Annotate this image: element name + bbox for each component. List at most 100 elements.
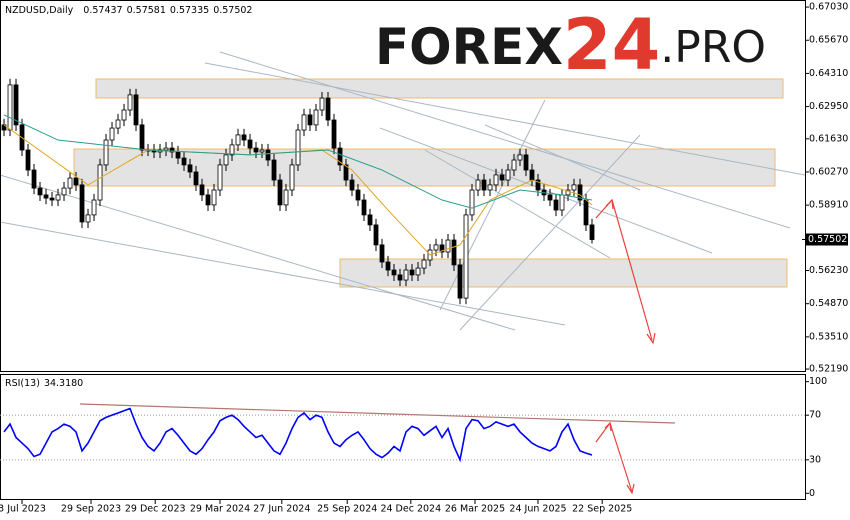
candle-body: [301, 114, 307, 131]
y-tick-label: 0.58910: [809, 200, 848, 211]
open: 0.57437: [83, 5, 122, 16]
candle-body: [505, 169, 511, 181]
x-tick-label: 3 Jul 2023: [0, 504, 46, 515]
candle-body: [247, 139, 253, 149]
candle-body: [433, 244, 439, 251]
channel-line: [439, 99, 546, 311]
rsi-tick-label: 100: [809, 376, 827, 387]
candle-body: [421, 259, 427, 269]
logo: FOREX24.PRO: [375, 4, 766, 86]
moving-average: [3, 114, 593, 209]
candle-body: [103, 139, 109, 166]
symbol-name: NZDUSD,Daily: [5, 5, 74, 16]
candle-body: [397, 274, 403, 281]
candle-body: [373, 224, 379, 246]
rsi-tick-label: 0: [809, 488, 815, 499]
trend-line: [484, 124, 641, 191]
candle-body: [523, 154, 529, 171]
rsi-pane-frame: [0, 374, 806, 500]
x-tick-label: 22 Sep 2025: [572, 504, 632, 515]
candle-body: [169, 147, 175, 153]
candle-body: [193, 171, 199, 186]
candle-body: [307, 114, 313, 126]
y-tick-label: 0.56230: [809, 265, 848, 276]
candle-body: [223, 154, 229, 166]
candle-body: [181, 157, 187, 166]
candle-body: [253, 147, 259, 153]
resistance-zone: [95, 78, 784, 99]
candle-body: [121, 109, 127, 121]
candle-body: [7, 84, 13, 131]
last-price-box: [806, 233, 848, 246]
candle-body: [13, 84, 19, 126]
candle-body: [43, 194, 49, 199]
candle-body: [313, 109, 319, 126]
candle-body: [577, 184, 583, 201]
y-tick-label: 0.65670: [809, 35, 848, 46]
trend-lines: [0, 51, 806, 331]
trend-line: [204, 62, 806, 176]
candle-body: [559, 194, 565, 211]
candle-body: [493, 174, 499, 186]
candle-body: [175, 151, 181, 159]
candle-body: [361, 199, 367, 216]
candle-body: [49, 197, 55, 201]
arrow-head: [604, 421, 612, 432]
low: 0.57335: [170, 5, 209, 16]
price-layer: [1, 78, 595, 305]
y-tick-label: 0.54870: [809, 298, 848, 309]
candle-body: [337, 147, 343, 166]
candle-body: [385, 261, 391, 271]
y-tick-label: 0.60270: [809, 166, 848, 177]
logo-part: .PRO: [660, 22, 766, 73]
logo-part: 24: [563, 4, 660, 86]
candle-body: [469, 189, 475, 216]
candle-body: [391, 269, 397, 276]
rsi-tick-label: 70: [809, 410, 821, 421]
candle-body: [589, 224, 595, 240]
high: 0.57581: [127, 5, 166, 16]
rsi-trend-line: [79, 403, 676, 424]
candle-body: [319, 97, 325, 111]
candle-body: [403, 269, 409, 281]
arrow-head: [646, 332, 656, 345]
candle-body: [133, 94, 139, 126]
candle-body: [511, 159, 517, 171]
candle-body: [325, 97, 331, 121]
arrow-head: [605, 198, 614, 210]
candle-body: [91, 199, 97, 216]
candle-body: [211, 189, 217, 206]
candle-body: [457, 264, 463, 299]
candle-body: [565, 189, 571, 196]
candle-body: [55, 194, 61, 201]
rsi-tick-label: 30: [809, 454, 821, 465]
candle-body: [367, 214, 373, 226]
channel-line: [459, 134, 641, 331]
candle-body: [349, 179, 355, 191]
candle-body: [199, 184, 205, 196]
candle-body: [553, 199, 559, 211]
candle-body: [475, 179, 481, 191]
candle-body: [571, 184, 577, 191]
candle-body: [487, 184, 493, 191]
candle-body: [283, 189, 289, 206]
trend-line: [0, 174, 516, 331]
close: 0.57502: [213, 5, 252, 16]
candle-body: [499, 174, 505, 181]
x-tick-label: 26 Mar 2025: [445, 504, 505, 515]
candle-body: [235, 134, 241, 146]
candle-body: [127, 94, 133, 111]
candle-body: [289, 164, 295, 191]
x-tick-label: 25 Sep 2024: [317, 504, 377, 515]
candle-body: [517, 154, 523, 161]
rsi-line: [3, 407, 593, 463]
trend-line: [0, 221, 566, 326]
candle-body: [109, 127, 115, 141]
symbol: NZDUSD,Daily 0.57437 0.57581 0.57335 0.57502: [5, 5, 252, 16]
candle-body: [331, 119, 337, 149]
x-tick-label: 29 Dec 2023: [125, 504, 186, 515]
candle-body: [547, 194, 553, 201]
trend-line: [219, 51, 791, 229]
candle-body: [79, 184, 85, 223]
